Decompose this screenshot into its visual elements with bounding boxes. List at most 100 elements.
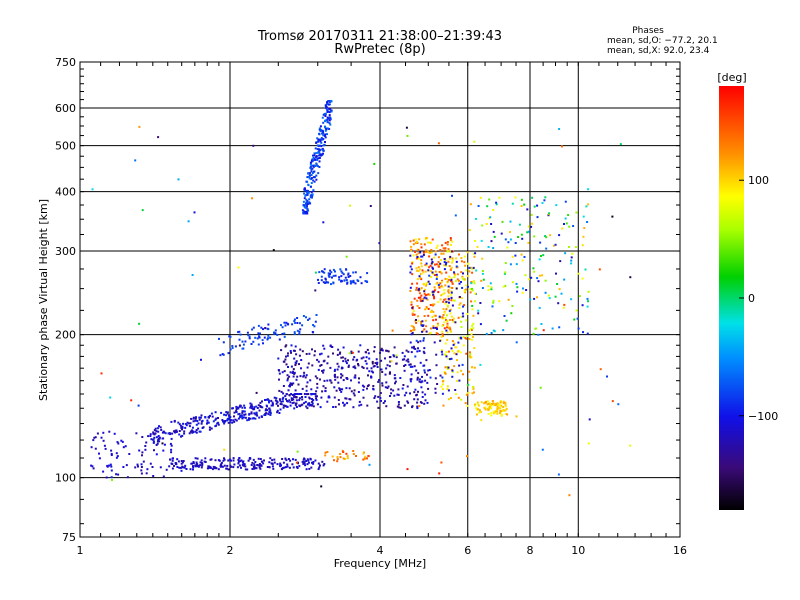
- scatter-point: [319, 464, 321, 467]
- scatter-point: [446, 314, 448, 317]
- scatter-point: [395, 354, 398, 357]
- scatter-point: [307, 403, 310, 406]
- scatter-point: [487, 288, 490, 291]
- scatter-point: [471, 366, 474, 369]
- scatter-point: [442, 308, 445, 310]
- scatter-point: [577, 327, 580, 330]
- scatter-point: [629, 276, 632, 279]
- scatter-point: [251, 417, 254, 420]
- scatter-point: [454, 274, 457, 276]
- scatter-point: [487, 412, 490, 415]
- scatter-point: [439, 282, 442, 285]
- scatter-point: [153, 429, 156, 432]
- y-tick-label: 750: [55, 56, 76, 69]
- scatter-point: [316, 151, 319, 154]
- scatter-point: [286, 465, 289, 468]
- colorbar-label: [deg]: [717, 71, 746, 84]
- scatter-point: [477, 309, 480, 312]
- scatter-point: [539, 386, 542, 389]
- scatter-point: [516, 290, 519, 293]
- scatter-point: [98, 457, 101, 460]
- scatter-point: [437, 142, 440, 145]
- scatter-point: [444, 277, 447, 280]
- scatter-point: [366, 348, 369, 351]
- scatter-point: [320, 141, 323, 144]
- scatter-point: [244, 468, 247, 471]
- scatter-point: [341, 356, 344, 359]
- scatter-point: [419, 300, 422, 303]
- scatter-point: [242, 463, 245, 465]
- scatter-point: [177, 421, 180, 424]
- scatter-point: [471, 324, 474, 327]
- scatter-point: [416, 299, 419, 302]
- scatter-point: [146, 468, 149, 471]
- scatter-point: [403, 394, 406, 397]
- scatter-point: [94, 447, 97, 450]
- scatter-point: [487, 285, 490, 288]
- scatter-point: [274, 329, 277, 332]
- scatter-point: [279, 403, 282, 405]
- scatter-point: [332, 352, 334, 355]
- scatter-point: [476, 402, 479, 405]
- scatter-point: [459, 336, 462, 339]
- scatter-point: [277, 404, 279, 407]
- scatter-point: [316, 386, 319, 389]
- scatter-point: [352, 392, 355, 395]
- scatter-point: [170, 437, 173, 440]
- scatter-point: [275, 402, 278, 405]
- scatter-point: [220, 411, 223, 414]
- scatter-point: [552, 244, 555, 247]
- scatter-point: [344, 276, 347, 279]
- scatter-point: [443, 327, 446, 330]
- scatter-point: [472, 388, 475, 391]
- scatter-point: [471, 267, 474, 270]
- scatter-point: [360, 282, 363, 285]
- scatter-point: [541, 202, 544, 204]
- scatter-point: [563, 303, 566, 306]
- scatter-point: [338, 352, 341, 355]
- scatter-point: [419, 340, 422, 343]
- scatter-point: [285, 344, 288, 347]
- scatter-point: [543, 199, 546, 202]
- scatter-point: [353, 394, 356, 397]
- scatter-point: [544, 291, 547, 294]
- scatter-point: [459, 302, 462, 305]
- scatter-point: [415, 339, 418, 342]
- scatter-point: [540, 323, 543, 325]
- scatter-point: [173, 420, 176, 423]
- scatter-point: [548, 297, 551, 300]
- scatter-point: [345, 268, 347, 271]
- scatter-point: [174, 431, 177, 434]
- scatter-point: [308, 352, 311, 355]
- x-tick-label: 6: [464, 544, 471, 557]
- scatter-point: [218, 459, 221, 462]
- scatter-point: [109, 396, 112, 399]
- scatter-point: [316, 159, 319, 161]
- scatter-point: [320, 364, 323, 366]
- scatter-point: [450, 347, 453, 350]
- scatter-point: [440, 385, 443, 388]
- scatter-point: [469, 288, 472, 291]
- scatter-point: [249, 406, 252, 409]
- scatter-point: [271, 465, 274, 468]
- scatter-point: [348, 387, 351, 390]
- scatter-point: [468, 337, 471, 340]
- scatter-point: [241, 416, 244, 419]
- scatter-point: [362, 367, 365, 369]
- scatter-point: [149, 462, 152, 465]
- scatter-point: [358, 377, 360, 380]
- scatter-point: [226, 411, 229, 414]
- scatter-point: [411, 261, 414, 264]
- scatter-point: [340, 275, 343, 278]
- scatter-point: [358, 404, 361, 407]
- scatter-point: [437, 291, 440, 294]
- scatter-point: [410, 373, 413, 376]
- scatter-point: [411, 406, 413, 409]
- scatter-point: [511, 202, 514, 205]
- scatter-point: [248, 335, 251, 338]
- scatter-point: [318, 151, 321, 154]
- scatter-point: [578, 295, 581, 298]
- scatter-point: [326, 109, 329, 111]
- scatter-point: [416, 240, 418, 243]
- scatter-point: [175, 429, 178, 432]
